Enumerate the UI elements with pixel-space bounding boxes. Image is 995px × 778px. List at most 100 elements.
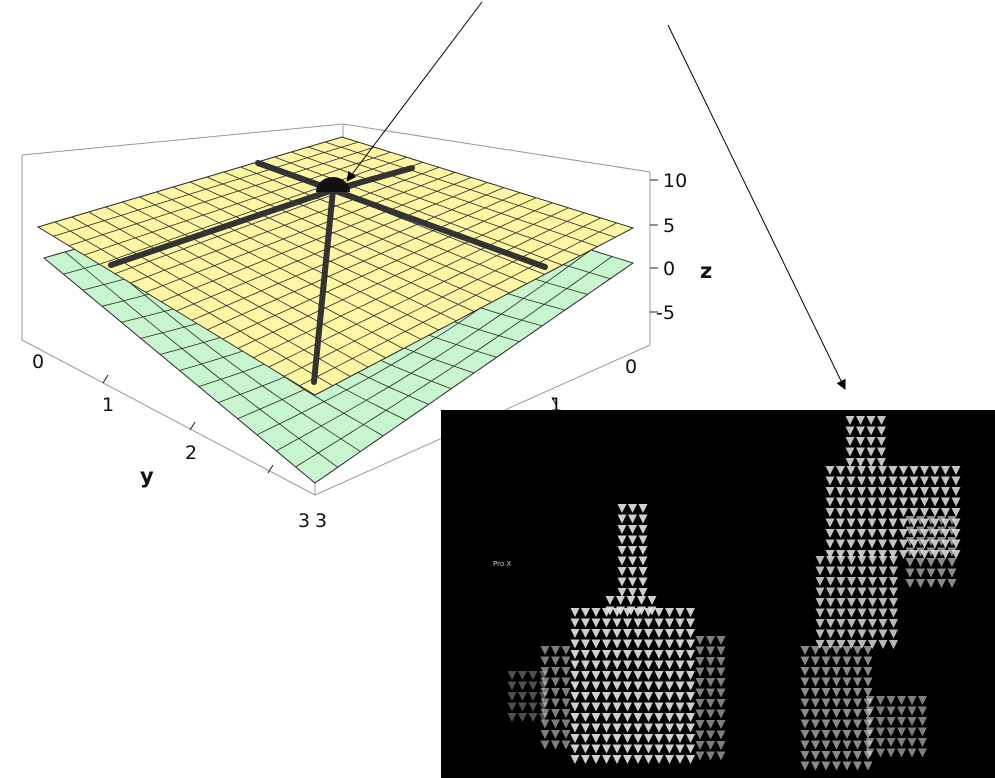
depth-glyph xyxy=(836,518,845,528)
arrow-to-camera-panel xyxy=(667,24,846,390)
depth-glyph xyxy=(644,681,653,691)
depth-glyph xyxy=(617,577,627,587)
depth-glyph xyxy=(832,667,841,676)
depth-glyph xyxy=(888,497,898,507)
depth-glyph xyxy=(654,618,664,628)
depth-glyph xyxy=(878,598,888,607)
depth-glyph xyxy=(897,727,906,737)
depth-glyph xyxy=(826,598,835,607)
depth-glyph xyxy=(644,723,653,733)
depth-glyph xyxy=(826,566,835,576)
depth-glyph xyxy=(815,598,825,607)
depth-glyph xyxy=(644,671,653,680)
depth-glyph xyxy=(706,688,715,698)
depth-glyph xyxy=(686,681,695,691)
depth-glyph xyxy=(612,744,622,754)
depth-glyph xyxy=(695,709,705,719)
depth-glyph xyxy=(878,539,887,549)
depth-glyph xyxy=(842,730,852,739)
crosshair-line-front xyxy=(311,187,336,385)
depth-glyph xyxy=(836,539,845,549)
depth-glyph xyxy=(867,476,877,486)
depth-glyph xyxy=(633,744,643,754)
depth-glyph xyxy=(638,514,648,524)
depth-glyph xyxy=(842,677,852,687)
depth-glyph xyxy=(866,416,876,425)
depth-glyph xyxy=(591,755,601,764)
depth-glyph xyxy=(570,618,580,628)
depth-glyph xyxy=(853,677,862,687)
depth-glyph xyxy=(716,730,726,740)
depth-glyph xyxy=(846,539,856,549)
depth-glyph xyxy=(800,761,810,771)
depth-glyph xyxy=(602,618,611,628)
depth-glyph xyxy=(826,587,835,597)
depth-glyph xyxy=(845,458,855,467)
depth-glyph xyxy=(865,748,875,758)
depth-glyph xyxy=(868,577,877,586)
depth-glyph xyxy=(528,671,538,680)
mesh-line xyxy=(268,212,585,368)
depth-glyph xyxy=(638,504,648,513)
depth-glyph xyxy=(539,713,548,722)
depth-glyph xyxy=(857,556,867,565)
depth-glyph xyxy=(686,713,695,722)
depth-glyph xyxy=(916,526,925,536)
depth-glyph xyxy=(951,466,961,475)
depth-glyph xyxy=(846,487,856,496)
depth-glyph xyxy=(853,740,862,750)
depth-glyph xyxy=(644,650,653,659)
depth-glyph xyxy=(857,587,867,597)
depth-glyph xyxy=(695,751,705,761)
depth-glyph xyxy=(675,639,685,649)
depth-glyph xyxy=(811,667,820,676)
depth-glyph xyxy=(605,596,615,605)
depth-glyph xyxy=(907,696,917,705)
depth-glyph xyxy=(654,660,664,670)
depth-glyph xyxy=(507,692,517,701)
depth-glyph xyxy=(551,730,560,739)
depth-glyph xyxy=(847,629,856,639)
depth-glyph xyxy=(821,730,831,739)
depth-glyph xyxy=(853,656,862,666)
depth-glyph xyxy=(909,487,919,496)
depth-glyph xyxy=(888,466,898,475)
depth-glyph xyxy=(842,709,852,718)
depth-glyph xyxy=(623,702,632,712)
depth-glyph xyxy=(863,677,873,687)
z-axis-title: z xyxy=(700,259,712,283)
depth-glyph xyxy=(628,525,637,534)
depth-glyph xyxy=(856,416,865,425)
mesh-line xyxy=(324,141,616,238)
depth-glyph xyxy=(654,755,664,764)
depth-glyph xyxy=(951,487,961,496)
depth-glyph xyxy=(695,688,705,698)
depth-glyph xyxy=(916,547,925,557)
depth-glyph xyxy=(888,529,898,538)
depth-glyph xyxy=(856,458,865,467)
depth-glyph xyxy=(581,692,590,701)
depth-glyph xyxy=(845,416,855,425)
depth-glyph xyxy=(612,660,622,670)
depth-glyph-field xyxy=(507,416,961,771)
depth-glyph xyxy=(865,717,875,726)
depth-glyph xyxy=(905,558,915,567)
mesh-line xyxy=(295,256,613,468)
depth-glyph xyxy=(877,416,886,425)
depth-glyph xyxy=(518,713,527,722)
depth-glyph xyxy=(897,706,906,716)
depth-glyph xyxy=(602,692,611,701)
depth-glyph xyxy=(947,526,957,536)
depth-glyph xyxy=(868,556,877,565)
depth-glyph xyxy=(561,688,571,697)
depth-glyph xyxy=(867,518,877,528)
depth-glyph xyxy=(905,526,915,536)
depth-glyph xyxy=(551,719,560,729)
depth-glyph xyxy=(811,656,820,666)
depth-glyph xyxy=(847,619,856,628)
depth-glyph xyxy=(867,497,877,507)
depth-glyph xyxy=(920,508,929,517)
depth-glyph xyxy=(602,734,611,743)
depth-glyph xyxy=(821,646,831,655)
depth-glyph xyxy=(832,677,841,687)
